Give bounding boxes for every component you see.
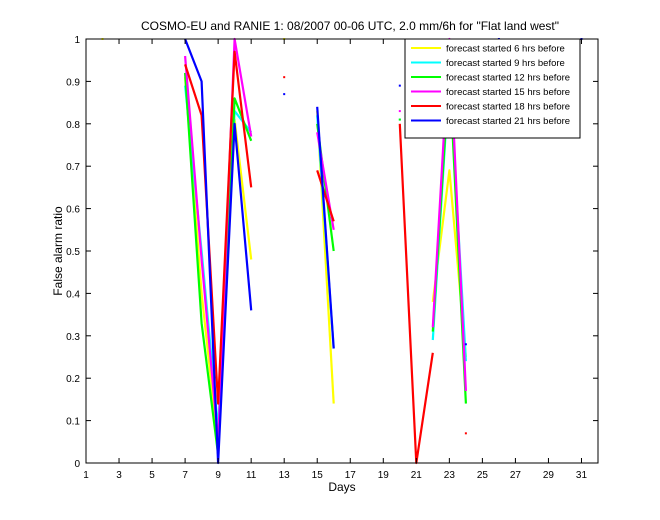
legend-label: forecast started 18 hrs before — [446, 102, 570, 113]
x-tick-label: 9 — [215, 470, 221, 481]
y-tick-label: 0.5 — [66, 247, 80, 258]
y-tick-label: 0.7 — [66, 162, 80, 173]
legend-label: forecast started 6 hrs before — [446, 44, 565, 55]
legend: forecast started 6 hrs before forecast st… — [404, 38, 581, 139]
x-tick-label: 5 — [149, 470, 155, 481]
legend-label: forecast started 21 hrs before — [446, 116, 570, 127]
data-point — [464, 343, 467, 346]
y-tick-label: 1 — [74, 35, 80, 46]
x-tick-label: 25 — [477, 470, 489, 481]
y-tick-label: 0.1 — [66, 417, 80, 428]
x-tick-label: 31 — [576, 470, 588, 481]
x-tick-label: 21 — [411, 470, 423, 481]
data-point — [283, 76, 286, 79]
x-tick-label: 3 — [116, 470, 122, 481]
series-line — [316, 170, 335, 222]
chart-title: COSMO-EU and RANIE 1: 08/2007 00-06 UTC,… — [141, 19, 559, 33]
x-tick-label: 23 — [444, 470, 456, 481]
data-point — [283, 93, 286, 96]
legend-label: forecast started 12 hrs before — [446, 73, 570, 84]
data-point — [398, 84, 401, 87]
x-tick-label: 11 — [246, 470, 257, 481]
x-tick-label: 15 — [312, 470, 324, 481]
x-tick-label: 17 — [345, 470, 357, 481]
x-tick-label: 13 — [279, 470, 291, 481]
legend-label: forecast started 9 hrs before — [446, 58, 565, 69]
x-tick-label: 7 — [182, 470, 188, 481]
x-axis-label: Days — [328, 480, 355, 494]
series-line — [184, 50, 253, 405]
series-line — [316, 106, 335, 349]
y-tick-label: 0.8 — [66, 120, 80, 131]
y-tick-label: 0.4 — [66, 289, 80, 300]
y-tick-label: 0.2 — [66, 374, 80, 385]
data-point — [464, 432, 467, 435]
legend-label: forecast started 15 hrs before — [446, 87, 570, 98]
x-tick-label: 27 — [510, 470, 522, 481]
y-tick-label: 0 — [74, 459, 80, 470]
data-point — [398, 110, 401, 113]
y-tick-label: 0.9 — [66, 77, 80, 88]
x-tick-label: 29 — [543, 470, 555, 481]
y-tick-label: 0.3 — [66, 332, 80, 343]
data-point — [398, 118, 401, 121]
y-axis-label: False alarm ratio — [51, 206, 65, 296]
x-tick-label: 19 — [378, 470, 390, 481]
x-tick-label: 1 — [83, 470, 89, 481]
y-tick-label: 0.6 — [66, 205, 80, 216]
